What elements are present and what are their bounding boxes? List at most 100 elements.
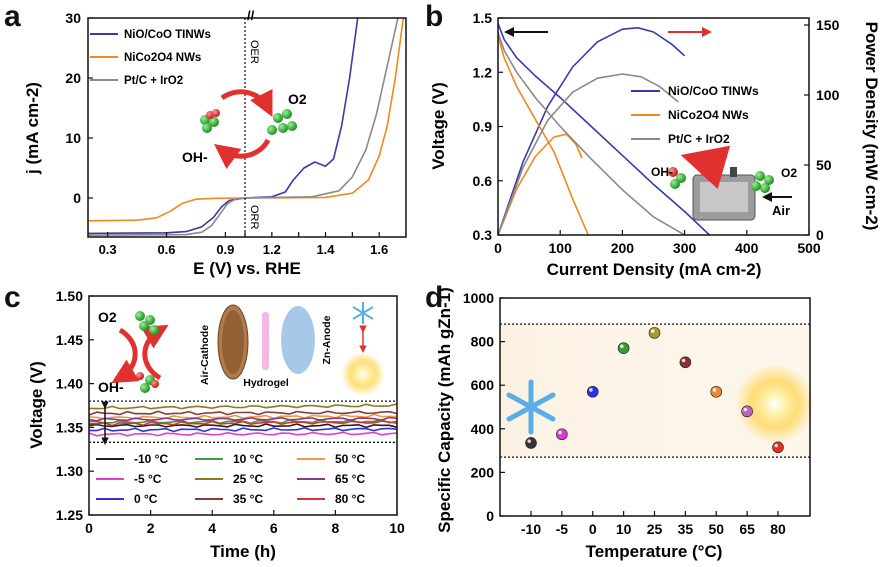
panel-d-point-5 — [648, 327, 661, 339]
air-cathode-label: Air-Cathode — [199, 325, 211, 385]
panel-b-xtick-label: 400 — [735, 240, 759, 256]
legend-b-label-2: NiCo2O4 NWs — [668, 108, 749, 122]
panel-c-ytick-label: 1.35 — [56, 419, 83, 435]
panel-c-xlabel: Time (h) — [210, 542, 276, 561]
panel-d-xtick-label: 50 — [708, 521, 724, 537]
panel-b-ytick-label: 0.3 — [473, 227, 493, 243]
legend-c-label-1: -10 °C — [134, 452, 168, 466]
panel-a-ticks: 0 10 20 30 0.3 0.6 0.9 1.2 1.4 1.6 — [65, 10, 388, 257]
panel-d-ytick-label: 400 — [471, 421, 495, 437]
panel-b-ticks: 0.3 0.6 0.9 1.2 1.5 0 50 100 150 0 100 200 300 400 500 — [473, 10, 840, 256]
panel-c-xtick-label: 4 — [208, 520, 216, 536]
sun-icon — [341, 352, 385, 396]
panel-label-c: c — [4, 281, 21, 314]
oh-label-b: OH- — [651, 165, 673, 179]
panel-c-series-line-3 — [88, 427, 398, 433]
panel-d-point-8 — [741, 405, 753, 418]
panel-d-point-7 — [710, 385, 723, 398]
panel-d-xtick-label: 10 — [616, 521, 632, 537]
panel-c-series-line-7 — [88, 413, 398, 420]
panel-a-xtick-label: 1.2 — [263, 242, 281, 257]
panel-c-ylabel: Voltage (V) — [27, 361, 46, 449]
panel-a-legend: NiO/CoO TINWs NiCo2O4 NWs Pt/C + IrO2 — [90, 29, 211, 87]
o2-label-a: O2 — [288, 91, 307, 107]
panel-b-voltage-line-2 — [498, 35, 589, 235]
legend-a-label-1: NiO/CoO TINWs — [124, 29, 211, 41]
legend-c-label-2: -5 °C — [134, 472, 162, 486]
panel-b-ytick-label: 0.6 — [473, 173, 493, 189]
panel-c-series-line-8 — [88, 416, 398, 422]
hydrogel-label: Hydrogel — [243, 377, 289, 389]
panel-b-ytick-right-label: 150 — [816, 17, 840, 33]
panel-c-xtick-label: 8 — [332, 520, 340, 536]
panel-a-xtick-label: 0.9 — [216, 242, 234, 257]
panel-c-ticks: 1.25 1.30 1.35 1.40 1.45 1.50 0 2 4 6 8 10 — [56, 288, 405, 536]
panel-c-xtick-label: 2 — [147, 520, 155, 536]
panel-d-ytick-label: 1000 — [463, 290, 494, 306]
panel-c-series-line-2 — [88, 431, 398, 437]
snowflake-icon — [352, 302, 374, 324]
panel-a-oer-line-3 — [244, 18, 399, 199]
panel-d-point-highlight-7 — [712, 388, 717, 392]
panel-c-voltage-stability: 1.25 1.30 1.35 1.40 1.45 1.50 0 2 4 6 8 10 -10 °C 10… — [27, 288, 405, 561]
panel-b-ylabel-right: Power Density (mW cm-2) — [862, 22, 881, 231]
panel-d-ticks: 0 200 400 600 800 1000 -10 -5 0 10 25 35 50 65 80 — [463, 290, 786, 537]
panel-c-series-line-6 — [88, 410, 398, 416]
panel-b-ytick-label: 1.2 — [473, 64, 493, 80]
panel-a-orr-line-2 — [88, 197, 246, 222]
panel-b-power-line-1 — [498, 26, 686, 235]
panel-a-axes-frame — [87, 17, 407, 238]
panel-c-ytick-label: 1.45 — [56, 332, 83, 348]
panel-c-legend: -10 °C 10 °C 50 °C -5 °C 25 °C 65 °C 0 °C 35 °C… — [96, 452, 365, 506]
panel-b-ytick-label: 0.9 — [473, 119, 493, 135]
panel-d-xtick-label: 35 — [678, 521, 694, 537]
oh-label-a: OH- — [182, 149, 208, 165]
oh-label-c: OH- — [98, 379, 124, 395]
panel-d-points — [525, 327, 784, 454]
panel-c-ytick-label: 1.40 — [56, 376, 83, 392]
panel-d-point-highlight-4 — [620, 344, 624, 349]
panel-a-xtick-label: 0.6 — [157, 242, 175, 257]
o2-label-c: O2 — [98, 309, 117, 325]
panel-c-ytick-label: 1.50 — [56, 288, 83, 304]
o2-label-b: O2 — [781, 166, 797, 180]
panel-label-b: b — [425, 0, 444, 33]
panel-a-oer-line-1 — [244, 18, 359, 199]
panel-a-xtick-label: 1.4 — [316, 242, 335, 257]
legend-b-label-3: Pt/C + IrO2 — [668, 132, 730, 146]
panel-b-power-line-3 — [498, 73, 679, 235]
panel-d-point-highlight-3 — [589, 388, 593, 392]
panel-c-xtick-label: 6 — [270, 520, 278, 536]
panel-a-ytick-label: 10 — [65, 130, 81, 146]
panel-b-voltage-line-3 — [498, 32, 686, 235]
panel-b-xtick-label: 0 — [494, 240, 502, 256]
panel-a-ytick-label: 20 — [65, 70, 81, 86]
air-label: Air — [772, 203, 790, 218]
panel-b-power-line-2 — [498, 133, 583, 235]
zn-anode-label: Zn-Anode — [321, 315, 333, 364]
panel-a-ytick-label: 0 — [73, 190, 81, 206]
legend-c-label-6: 35 °C — [233, 492, 263, 506]
panel-b-xlabel: Current Density (mA cm-2) — [547, 260, 762, 279]
panel-d-point-4 — [617, 342, 630, 354]
panel-b-ytick-right-label: 100 — [816, 87, 840, 103]
oer-region-label: OER — [248, 40, 260, 64]
panel-c-series-line-5 — [88, 403, 398, 410]
legend-c-label-3: 0 °C — [134, 492, 158, 506]
legend-a-label-2: NiCo2O4 NWs — [124, 52, 201, 64]
panel-d-point-6 — [679, 356, 692, 369]
panel-d-xtick-label: 80 — [770, 521, 786, 537]
panel-d-snowflake-icon — [506, 379, 556, 435]
axis-break-mark: // — [247, 8, 255, 23]
panel-b-ytick-right-label: 0 — [816, 227, 824, 243]
panel-c-xtick-label: 10 — [389, 520, 405, 536]
legend-b-label-1: NiO/CoO TINWs — [668, 84, 759, 98]
panel-a-orr-oer-polarization: 0 10 20 30 0.3 0.6 0.9 1.2 1.4 1.6 OER ORR // NiO… — [23, 8, 407, 278]
panel-b-xtick-label: 100 — [549, 240, 573, 256]
panel-label-a: a — [4, 0, 21, 33]
panel-d-ytick-label: 800 — [471, 334, 495, 350]
panel-d-ytick-label: 600 — [471, 377, 495, 393]
panel-a-xtick-label: 1.6 — [370, 242, 388, 257]
panel-a-orr-line-1 — [88, 197, 246, 235]
